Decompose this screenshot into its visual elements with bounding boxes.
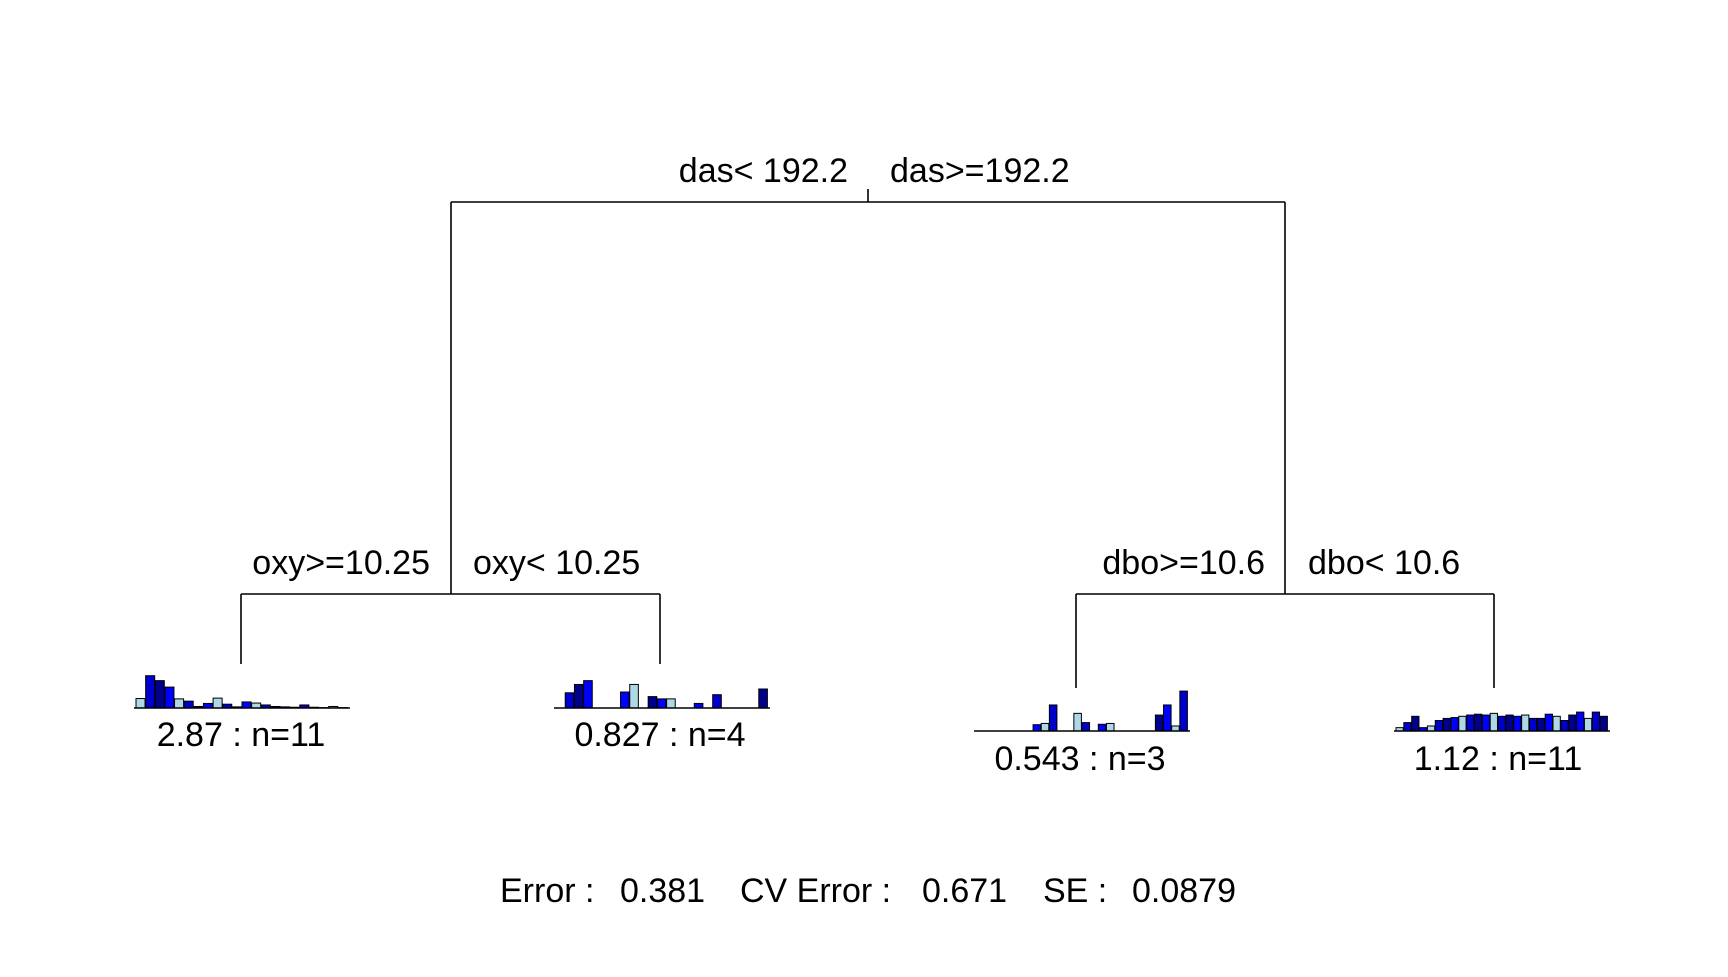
histogram-bar (1569, 715, 1576, 731)
histogram-bar (1600, 716, 1607, 731)
leaf-4-label: 1.12 : n=11 (1414, 740, 1583, 778)
footer-error-label: Error : (500, 872, 594, 910)
histogram-bar (574, 684, 583, 708)
histogram-bar (136, 699, 145, 709)
right-split-left-label: dbo>=10.6 (1102, 544, 1265, 582)
histogram-bar (1490, 713, 1497, 731)
histogram-bar (1435, 721, 1442, 732)
histogram-bar (1577, 712, 1584, 731)
footer-se-value: 0.0879 (1132, 872, 1236, 910)
histogram-bar (1561, 721, 1568, 732)
histogram-bar (1545, 714, 1552, 731)
histogram-bar (1529, 718, 1536, 731)
histogram-bar (667, 699, 676, 708)
histogram-bar (1475, 714, 1482, 731)
histogram-bar (1404, 723, 1411, 731)
histogram-bar (1467, 715, 1474, 731)
histogram-bar (1498, 716, 1505, 731)
histogram-bar (1033, 725, 1041, 731)
histogram-bar (1098, 724, 1106, 731)
histogram-bar (242, 702, 251, 708)
histogram-bar (1537, 718, 1544, 731)
histogram-bar (1412, 716, 1419, 731)
histogram-bar (146, 676, 155, 708)
histogram-bar (1553, 716, 1560, 731)
histogram-bar (213, 698, 222, 708)
histogram-bar (759, 689, 768, 708)
left-split-right-label: oxy< 10.25 (473, 544, 640, 582)
histogram-bar (1592, 712, 1599, 731)
histogram-bar (1164, 705, 1172, 731)
histogram-bar (1082, 723, 1090, 731)
histogram-bar (1506, 715, 1513, 731)
histogram-bar (1443, 718, 1450, 731)
leaf-2-histogram (554, 681, 770, 708)
footer-error-value: 0.381 (620, 872, 705, 910)
histogram-bar (184, 701, 193, 708)
histogram-bar (1155, 715, 1163, 731)
leaf-2-label: 0.827 : n=4 (574, 716, 745, 754)
histogram-bar (1522, 715, 1529, 731)
histogram-bar (175, 699, 184, 708)
histogram-bar (1459, 716, 1466, 731)
root-split-left-label: das< 192.2 (679, 152, 848, 190)
left-split-left-label: oxy>=10.25 (252, 544, 430, 582)
histogram-bar (657, 699, 666, 708)
histogram-bar (1049, 705, 1057, 731)
histogram-bar (1482, 715, 1489, 731)
histogram-bar (165, 687, 174, 708)
histogram-bar (584, 681, 593, 708)
root-split-right-label: das>=192.2 (890, 152, 1070, 190)
leaf-4-histogram (1394, 712, 1610, 731)
leaf-3-label: 0.543 : n=3 (994, 740, 1165, 778)
histogram-bar (565, 693, 574, 708)
histogram-bar (648, 697, 657, 708)
histogram-bar (1041, 723, 1049, 731)
histogram-bar (155, 681, 164, 708)
right-split-right-label: dbo< 10.6 (1308, 544, 1460, 582)
tree-edges (241, 189, 1494, 688)
histogram-bar (1514, 716, 1521, 731)
footer-cv-error-value: 0.671 (922, 872, 1007, 910)
footer-se-label: SE : (1043, 872, 1107, 910)
histogram-bar (1451, 718, 1458, 731)
histogram-bar (1074, 713, 1082, 731)
footer-cv-error-label: CV Error : (740, 872, 891, 910)
leaf-1-histogram (134, 676, 350, 708)
histogram-bar (1180, 691, 1188, 731)
histogram-bar (1106, 723, 1114, 731)
histogram-bar (1584, 718, 1591, 731)
histogram-bar (713, 695, 722, 708)
leaf-1-label: 2.87 : n=11 (157, 716, 326, 754)
histogram-bar (621, 692, 630, 708)
histogram-bar (630, 684, 639, 708)
leaf-3-histogram (974, 691, 1190, 731)
